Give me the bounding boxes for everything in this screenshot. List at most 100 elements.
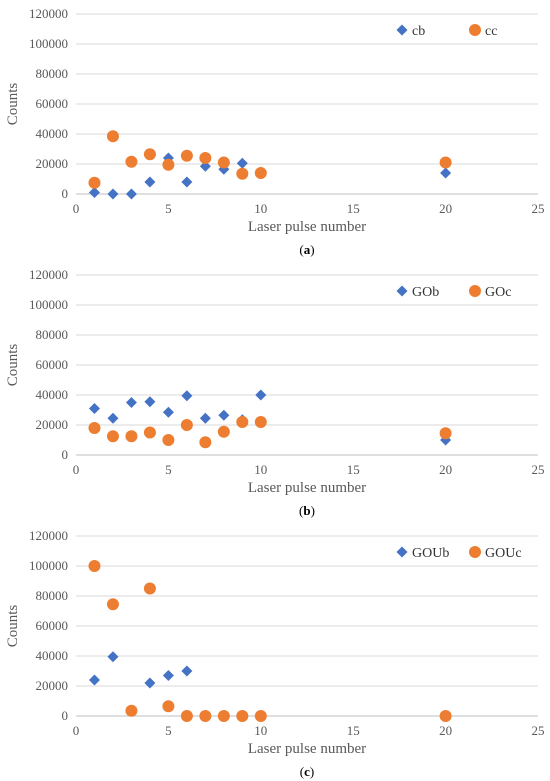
y-tick-label: 20000 <box>36 156 69 171</box>
data-point-goc <box>125 430 138 443</box>
x-tick-label: 20 <box>439 462 452 477</box>
data-point-cc <box>162 158 175 171</box>
data-point-gouc <box>236 710 249 722</box>
data-point-goc <box>254 416 267 428</box>
data-point-cc <box>439 156 452 169</box>
data-point-gouc <box>143 582 156 595</box>
data-point-goub <box>144 677 156 689</box>
y-tick-label: 120000 <box>29 6 68 21</box>
data-point-gouc <box>162 700 175 713</box>
scatter-chart-a: 0 20000 40000 60000 80000 100000 120000 0 5 10 15 2… <box>5 6 545 257</box>
y-tick-label: 40000 <box>36 126 69 141</box>
y-axis-label: Counts <box>5 83 21 126</box>
y-tick-label: 0 <box>62 708 69 723</box>
x-tick-label: 5 <box>165 723 172 738</box>
legend-label-gouc: GOUc <box>485 546 522 561</box>
data-point-gouc <box>217 710 230 722</box>
data-point-goc <box>439 427 452 440</box>
data-point-gob <box>162 406 174 418</box>
data-point-cc <box>143 148 156 161</box>
legend-label-goc: GOc <box>485 285 511 300</box>
legend-label-cc: cc <box>485 24 497 39</box>
data-point-cc <box>199 152 212 164</box>
data-point-cb <box>107 188 119 200</box>
data-point-cb <box>181 176 193 188</box>
data-point-cb <box>236 157 248 169</box>
data-point-cc <box>88 176 101 189</box>
y-tick-label: 120000 <box>29 267 68 282</box>
panel-caption: (b) <box>299 503 315 518</box>
data-point-goub <box>181 665 193 677</box>
x-tick-label: 5 <box>165 462 172 477</box>
legend-marker-goc <box>469 285 481 297</box>
data-point-goc <box>199 436 212 449</box>
x-tick-label: 15 <box>347 723 360 738</box>
scatter-chart-b: 0 20000 40000 60000 80000 100000 120000 0 5 10 15 2… <box>5 267 545 518</box>
y-tick-label: 60000 <box>36 618 69 633</box>
data-point-cc <box>236 167 249 180</box>
legend-marker-cb <box>396 24 408 36</box>
y-tick-label: 40000 <box>36 648 69 663</box>
data-point-goub <box>162 670 174 681</box>
legend-label-goub: GOUb <box>412 546 449 561</box>
y-tick-label: 80000 <box>36 588 69 603</box>
data-point-goub <box>88 674 100 686</box>
panel-caption: (c) <box>300 764 314 779</box>
data-point-goc <box>236 416 249 428</box>
data-point-goc <box>217 425 230 438</box>
x-tick-label: 25 <box>532 201 545 216</box>
data-point-gouc <box>199 710 212 722</box>
data-point-gob <box>125 397 137 408</box>
legend-marker-gouc <box>469 546 481 558</box>
data-point-cb <box>144 176 156 188</box>
y-tick-label: 80000 <box>36 66 69 81</box>
y-tick-label: 100000 <box>29 36 68 51</box>
data-point-cc <box>106 130 119 143</box>
legend-marker-goub <box>396 546 408 558</box>
legend-label-gob: GOb <box>412 285 439 300</box>
data-point-gouc <box>88 560 101 572</box>
y-tick-label: 40000 <box>36 387 69 402</box>
y-tick-label: 60000 <box>36 96 69 111</box>
data-point-gouc <box>125 704 138 717</box>
data-point-goc <box>162 434 175 446</box>
x-tick-label: 10 <box>254 201 267 216</box>
data-point-goub <box>107 651 119 663</box>
x-tick-label: 20 <box>439 201 452 216</box>
x-tick-label: 0 <box>73 723 80 738</box>
x-tick-label: 20 <box>439 723 452 738</box>
panel-caption: (a) <box>299 242 314 257</box>
data-point-gouc <box>180 710 193 722</box>
data-point-cc <box>180 149 193 162</box>
y-axis-label: Counts <box>5 605 21 648</box>
x-axis-label: Laser pulse number <box>248 219 366 235</box>
data-point-gouc <box>439 710 452 722</box>
data-point-gouc <box>254 710 267 722</box>
legend-label-cb: cb <box>412 24 425 39</box>
data-point-gob <box>181 390 193 402</box>
data-point-cb <box>88 187 100 198</box>
data-point-gob <box>107 412 119 424</box>
data-point-gob <box>88 403 100 414</box>
chart-panel-a: 0 20000 40000 60000 80000 100000 120000 0 5 10 15 2… <box>0 0 550 258</box>
y-tick-label: 80000 <box>36 327 69 342</box>
x-tick-label: 15 <box>347 201 360 216</box>
data-point-cc <box>217 156 230 169</box>
y-tick-label: 0 <box>62 447 69 462</box>
data-point-cb <box>440 167 452 179</box>
chart-panel-c: 0 20000 40000 60000 80000 100000 120000 0 5 10 15 2… <box>0 522 550 780</box>
data-point-gob <box>255 389 267 401</box>
data-point-gob <box>144 396 156 408</box>
data-point-goc <box>180 419 193 431</box>
x-tick-label: 5 <box>165 201 172 216</box>
y-tick-label: 20000 <box>36 678 69 693</box>
data-point-cb <box>199 160 211 172</box>
y-tick-label: 120000 <box>29 528 68 543</box>
x-tick-label: 0 <box>73 201 80 216</box>
legend-marker-cc <box>469 24 481 36</box>
data-point-cc <box>125 155 138 168</box>
x-tick-label: 10 <box>254 462 267 477</box>
data-point-gob <box>199 412 211 424</box>
x-axis-label: Laser pulse number <box>248 741 366 757</box>
